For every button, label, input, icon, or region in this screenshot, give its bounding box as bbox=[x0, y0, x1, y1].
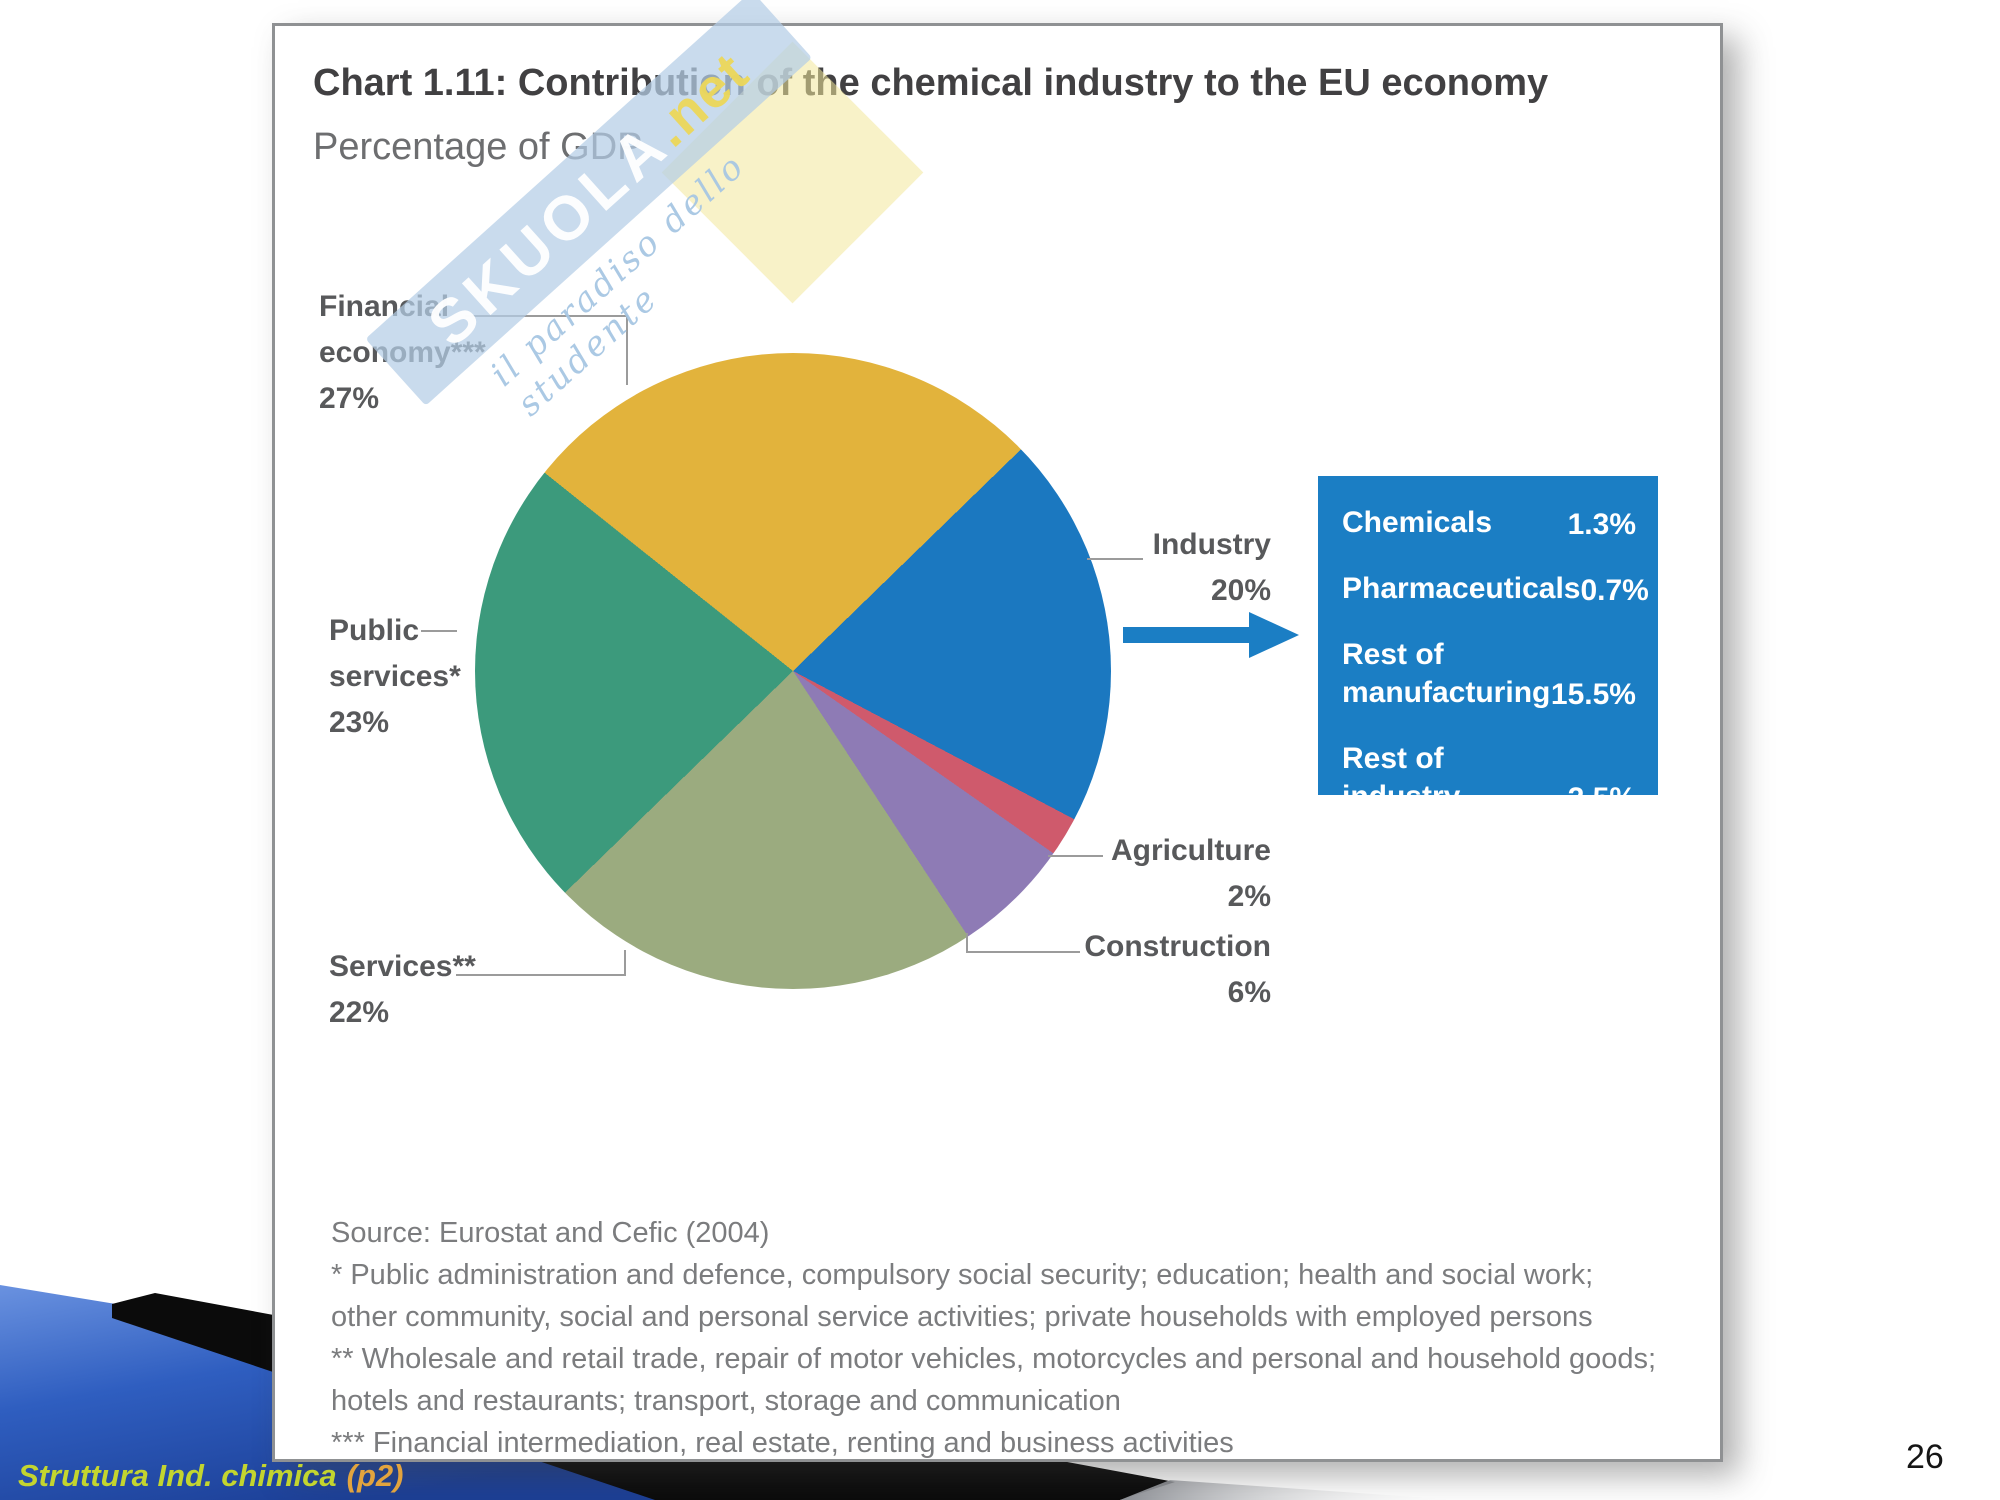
slice-label-value: 2% bbox=[1227, 880, 1271, 913]
breakdown-row: Rest of manufacturing 15.5% bbox=[1342, 636, 1636, 712]
source-footnotes: Source: Eurostat and Cefic (2004) * Publ… bbox=[331, 1212, 1671, 1464]
slice-label-industry: Industry 20% bbox=[1125, 522, 1271, 614]
slice-label-financial-economy: Financial economy*** 27% bbox=[319, 284, 486, 422]
footnote-line: * Public administration and defence, com… bbox=[331, 1259, 1594, 1291]
footer-course-suffix: (p2) bbox=[346, 1458, 404, 1493]
breakdown-label-line: manufacturing bbox=[1342, 676, 1551, 709]
slice-label-value: 20% bbox=[1210, 574, 1271, 607]
leader-line-construction bbox=[966, 951, 1080, 953]
leader-line-services-vertical bbox=[624, 950, 626, 976]
slice-label-agriculture: Agriculture 2% bbox=[1065, 828, 1271, 920]
footer-course-label: Struttura Ind. chimica (p2) bbox=[18, 1458, 404, 1494]
breakdown-label: Chemicals bbox=[1342, 506, 1493, 539]
leader-line-financial-vertical bbox=[626, 315, 628, 385]
leader-line-construction-vertical bbox=[966, 933, 968, 953]
breakdown-value: 1.3% bbox=[1567, 508, 1636, 541]
slice-label-value: 6% bbox=[1227, 976, 1271, 1009]
breakdown-label: Rest of industry bbox=[1342, 742, 1461, 813]
breakdown-label: Rest of manufacturing bbox=[1342, 636, 1550, 712]
footnote-line: ** Wholesale and retail trade, repair of… bbox=[331, 1343, 1657, 1375]
slice-label-value: 22% bbox=[329, 996, 390, 1029]
slice-label-text: Construction bbox=[1084, 930, 1271, 963]
footnote-line: *** Financial intermediation, real estat… bbox=[331, 1427, 1234, 1459]
breakdown-row: Rest of industry 2.5% bbox=[1342, 740, 1636, 816]
slice-label-text: services* bbox=[329, 660, 461, 693]
leader-line-financial bbox=[465, 315, 628, 317]
slice-label-text: Services** bbox=[329, 950, 476, 983]
slice-label-text: Agriculture bbox=[1110, 834, 1271, 867]
page-number: 26 bbox=[1906, 1438, 1944, 1476]
slice-label-services: Services** 22% bbox=[329, 944, 476, 1036]
leader-line-services bbox=[456, 974, 626, 976]
leader-line-agriculture bbox=[1048, 855, 1103, 857]
chart-subtitle: Percentage of GDP bbox=[313, 126, 643, 168]
breakdown-value: 2.5% bbox=[1567, 782, 1636, 815]
slice-label-text: economy*** bbox=[319, 336, 486, 369]
slice-label-text: Financial bbox=[319, 290, 450, 323]
industry-breakdown-box: Chemicals 1.3% Pharmaceuticals 0.7% Rest… bbox=[1318, 476, 1658, 815]
source-line: Source: Eurostat and Cefic (2004) bbox=[331, 1217, 770, 1249]
arrow-right-icon bbox=[1123, 612, 1299, 658]
slice-label-value: 27% bbox=[319, 382, 380, 415]
slice-label-text: Industry bbox=[1152, 528, 1271, 561]
slice-label-text: Public bbox=[329, 614, 420, 647]
breakdown-row: Pharmaceuticals 0.7% bbox=[1342, 570, 1649, 608]
breakdown-row: Chemicals 1.3% bbox=[1342, 504, 1636, 542]
breakdown-label: Pharmaceuticals bbox=[1342, 572, 1581, 605]
leader-line-industry bbox=[1087, 558, 1143, 560]
footnote-line: other community, social and personal ser… bbox=[331, 1301, 1593, 1333]
chart-title: Chart 1.11: Contribution of the chemical… bbox=[313, 62, 1549, 104]
footer-course-text: Struttura Ind. chimica bbox=[18, 1458, 337, 1493]
leader-line-public bbox=[421, 630, 457, 632]
breakdown-value: 0.7% bbox=[1580, 574, 1649, 607]
slice-label-public-services: Public services* 23% bbox=[329, 608, 461, 746]
breakdown-label-line: Rest of bbox=[1342, 638, 1444, 671]
breakdown-value: 15.5% bbox=[1550, 678, 1636, 711]
chart-card: Chart 1.11: Contribution of the chemical… bbox=[272, 0, 1723, 1464]
slice-label-construction: Construction 6% bbox=[1045, 924, 1271, 1016]
footnote-line: hotels and restaurants; transport, stora… bbox=[331, 1385, 1121, 1417]
pie-chart bbox=[475, 353, 1111, 989]
silver-stripe-shape bbox=[1120, 1480, 1460, 1500]
slice-label-value: 23% bbox=[329, 706, 390, 739]
